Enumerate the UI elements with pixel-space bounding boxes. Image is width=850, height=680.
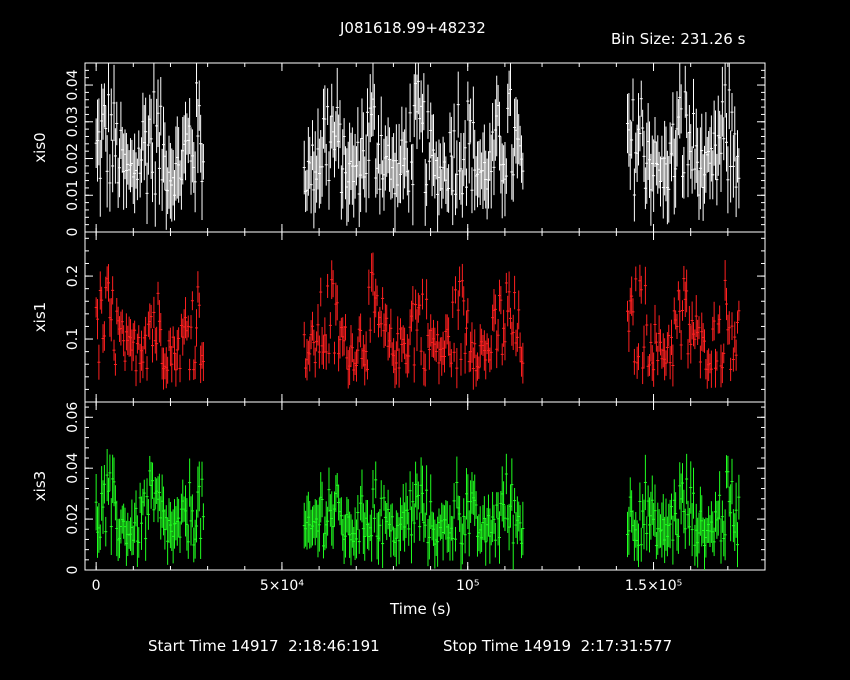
start-time-label: Start Time 14917 2:18:46:191 [148,637,380,655]
x-tick-label: 10⁵ [456,578,479,594]
panel-frame-xis3 [84,401,766,571]
y-tick-label: 0.01 [65,180,81,211]
x-tick-label: 0 [92,578,101,594]
x-tick-label: 5×10⁴ [260,578,304,594]
y-tick-label: 0.03 [65,106,81,137]
y-tick-label: 0.04 [65,69,81,100]
x-axis-label: Time (s) [390,600,451,618]
y-tick-label: 0 [65,566,81,575]
y-tick-label: 0.02 [65,143,81,174]
chart-title: J081618.99+48232 [340,19,486,37]
x-tick-label: 1.5×10⁵ [625,578,682,594]
y-tick-label: 0.04 [65,453,81,484]
y-tick-label: 0.06 [65,402,81,433]
panel-label-xis0: xis0 [31,132,49,162]
y-tick-label: 0 [65,228,81,237]
panel-label-xis1: xis1 [31,302,49,332]
stop-time-label: Stop Time 14919 2:17:31:577 [443,637,673,655]
bin-size-label: Bin Size: 231.26 s [611,30,746,48]
panel-label-xis3: xis3 [31,471,49,501]
y-tick-label: 0.02 [65,504,81,535]
y-tick-label: 0.1 [65,328,81,350]
y-tick-label: 0.2 [65,265,81,287]
